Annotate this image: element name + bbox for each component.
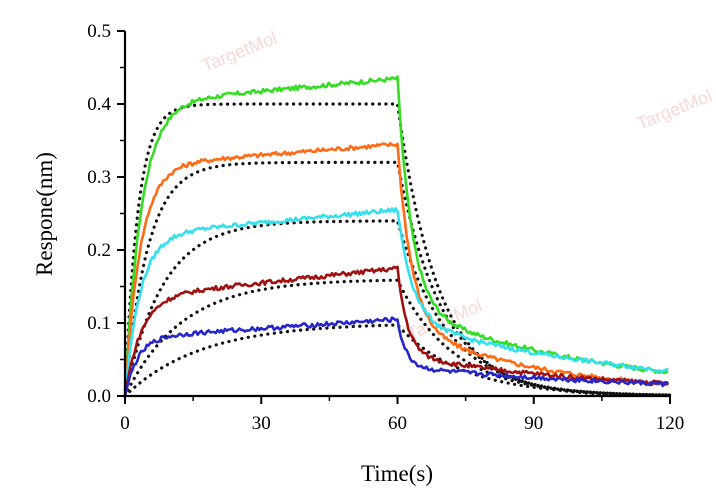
- y-tick-label: 0.5: [87, 21, 111, 42]
- measured-curve-5: [123, 316, 670, 397]
- y-tick-label: 0.3: [87, 167, 111, 188]
- watermark-text: TargetMol: [634, 86, 715, 134]
- x-tick-label: 120: [656, 413, 685, 434]
- measured-curve-3: [123, 207, 669, 397]
- axes: 0 30 60 90 120 0.0 0.1 0.2 0.3 0.4 0.5: [87, 21, 684, 434]
- measured-curve-1: [123, 75, 669, 397]
- y-axis-title: Respone(nm): [32, 152, 57, 276]
- measured-curves: [123, 75, 670, 397]
- y-tick-label: 0.4: [87, 94, 111, 115]
- x-tick-label: 30: [252, 413, 271, 434]
- x-axis-title: Time(s): [361, 461, 433, 486]
- y-tick-label: 0.2: [87, 240, 111, 261]
- x-tick-label: 90: [524, 413, 543, 434]
- fit-curves: [123, 102, 672, 398]
- x-tick-label: 60: [388, 413, 407, 434]
- watermark-text: TargetMol: [199, 28, 280, 76]
- measured-curve-2: [123, 141, 670, 397]
- watermark-layer: TargetMol TargetMol TargetMol: [199, 28, 715, 344]
- y-tick-label: 0.0: [87, 386, 111, 407]
- y-tick-label: 0.1: [87, 313, 111, 334]
- fit-curve-3: [123, 219, 672, 398]
- fit-curve-4: [123, 278, 672, 398]
- x-tick-label: 0: [120, 413, 130, 434]
- fit-curve-5: [123, 323, 672, 398]
- fit-curve-2: [123, 160, 672, 398]
